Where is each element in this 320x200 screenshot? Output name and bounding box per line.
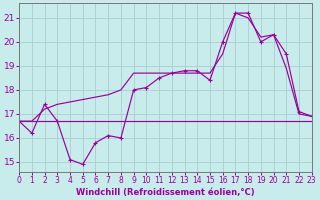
X-axis label: Windchill (Refroidissement éolien,°C): Windchill (Refroidissement éolien,°C) [76,188,255,197]
